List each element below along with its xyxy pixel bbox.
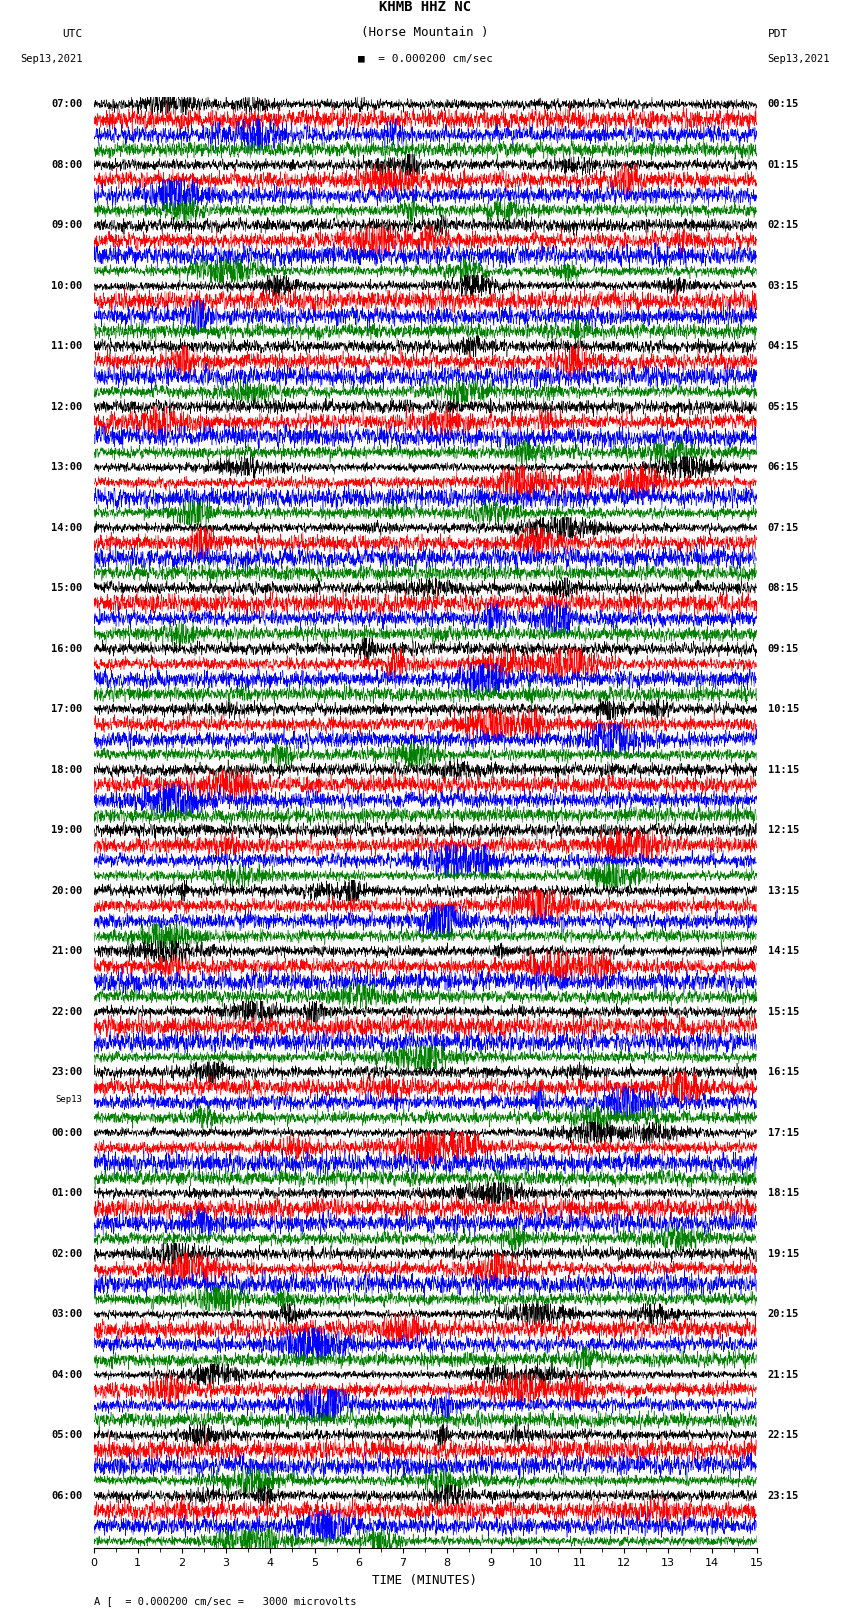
Text: 18:00: 18:00 — [51, 765, 82, 774]
Text: 11:00: 11:00 — [51, 342, 82, 352]
Text: 05:00: 05:00 — [51, 1431, 82, 1440]
Text: 23:15: 23:15 — [768, 1490, 799, 1500]
Text: 02:00: 02:00 — [51, 1248, 82, 1258]
Text: 00:15: 00:15 — [768, 100, 799, 110]
Text: PDT: PDT — [768, 29, 788, 39]
Text: 17:00: 17:00 — [51, 705, 82, 715]
Text: 02:15: 02:15 — [768, 221, 799, 231]
X-axis label: TIME (MINUTES): TIME (MINUTES) — [372, 1574, 478, 1587]
Text: 16:15: 16:15 — [768, 1068, 799, 1077]
Text: 13:15: 13:15 — [768, 886, 799, 895]
Text: 06:15: 06:15 — [768, 463, 799, 473]
Text: 06:00: 06:00 — [51, 1490, 82, 1500]
Text: 21:15: 21:15 — [768, 1369, 799, 1379]
Text: 08:00: 08:00 — [51, 160, 82, 169]
Text: 04:15: 04:15 — [768, 342, 799, 352]
Text: 10:15: 10:15 — [768, 705, 799, 715]
Text: UTC: UTC — [62, 29, 82, 39]
Text: 04:00: 04:00 — [51, 1369, 82, 1379]
Text: 15:15: 15:15 — [768, 1007, 799, 1016]
Text: 08:15: 08:15 — [768, 584, 799, 594]
Text: 13:00: 13:00 — [51, 463, 82, 473]
Text: 12:00: 12:00 — [51, 402, 82, 411]
Text: KHMB HHZ NC: KHMB HHZ NC — [379, 0, 471, 13]
Text: Sep13,2021: Sep13,2021 — [768, 53, 830, 63]
Text: 23:00: 23:00 — [51, 1068, 82, 1077]
Text: 07:00: 07:00 — [51, 100, 82, 110]
Text: 18:15: 18:15 — [768, 1189, 799, 1198]
Text: 19:15: 19:15 — [768, 1248, 799, 1258]
Text: 12:15: 12:15 — [768, 826, 799, 836]
Text: 11:15: 11:15 — [768, 765, 799, 774]
Text: 05:15: 05:15 — [768, 402, 799, 411]
Text: 07:15: 07:15 — [768, 523, 799, 532]
Text: 16:00: 16:00 — [51, 644, 82, 653]
Text: 20:15: 20:15 — [768, 1310, 799, 1319]
Text: A [  = 0.000200 cm/sec =   3000 microvolts: A [ = 0.000200 cm/sec = 3000 microvolts — [94, 1597, 356, 1607]
Text: 03:15: 03:15 — [768, 281, 799, 290]
Text: 19:00: 19:00 — [51, 826, 82, 836]
Text: 09:15: 09:15 — [768, 644, 799, 653]
Text: 21:00: 21:00 — [51, 947, 82, 957]
Text: 01:00: 01:00 — [51, 1189, 82, 1198]
Text: 20:00: 20:00 — [51, 886, 82, 895]
Text: 00:00: 00:00 — [51, 1127, 82, 1137]
Text: Sep13: Sep13 — [55, 1095, 82, 1103]
Text: 15:00: 15:00 — [51, 584, 82, 594]
Text: 01:15: 01:15 — [768, 160, 799, 169]
Text: Sep13,2021: Sep13,2021 — [20, 53, 82, 63]
Text: 22:00: 22:00 — [51, 1007, 82, 1016]
Text: 22:15: 22:15 — [768, 1431, 799, 1440]
Text: 14:00: 14:00 — [51, 523, 82, 532]
Text: 14:15: 14:15 — [768, 947, 799, 957]
Text: ■  = 0.000200 cm/sec: ■ = 0.000200 cm/sec — [358, 53, 492, 63]
Text: 17:15: 17:15 — [768, 1127, 799, 1137]
Text: 10:00: 10:00 — [51, 281, 82, 290]
Text: 09:00: 09:00 — [51, 221, 82, 231]
Text: (Horse Mountain ): (Horse Mountain ) — [361, 26, 489, 39]
Text: 03:00: 03:00 — [51, 1310, 82, 1319]
